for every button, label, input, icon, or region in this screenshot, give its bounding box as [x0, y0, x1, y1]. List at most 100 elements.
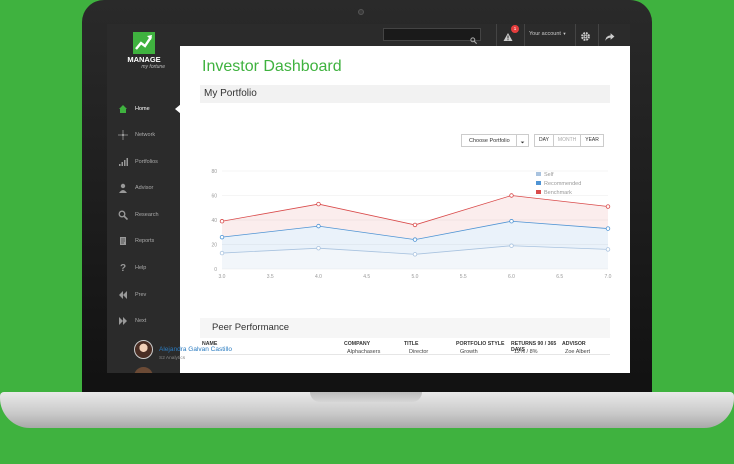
- x-tick-label: 4.5: [363, 274, 370, 280]
- active-indicator: [175, 104, 181, 114]
- cell-returns: 12% / 8%: [514, 349, 538, 355]
- search-icon: [117, 209, 129, 221]
- top-bar: 1 Your account ▼: [180, 24, 630, 46]
- sidebar-item-research[interactable]: Research: [107, 205, 180, 225]
- sidebar-item-advisor[interactable]: Advisor: [107, 178, 180, 198]
- logo-subtitle: my fortune: [141, 64, 165, 70]
- logo-arrow-icon: [133, 32, 155, 54]
- sidebar-item-network[interactable]: Network: [107, 125, 180, 145]
- area-self: [222, 245, 608, 269]
- legend-label: Benchmark: [544, 190, 572, 196]
- divider: [575, 24, 576, 46]
- divider: [524, 24, 525, 46]
- sidebar-item-next[interactable]: Next: [107, 311, 180, 331]
- legend-swatch: [536, 181, 541, 185]
- column-header-returns[interactable]: RETURNS 90 / 365 DAYS: [511, 341, 557, 353]
- x-tick-label: 7.0: [605, 274, 612, 280]
- account-menu[interactable]: Your account ▼: [529, 31, 566, 37]
- search-icon: [470, 31, 478, 49]
- sidebar-item-portfolios[interactable]: Portfolios: [107, 152, 180, 172]
- cell-advisor: Zoe Albert: [565, 349, 591, 355]
- legend-swatch: [536, 172, 541, 176]
- peer-organization: S2 Analytics: [159, 356, 186, 361]
- avatar: [134, 367, 153, 373]
- sidebar-item-prev[interactable]: Prev: [107, 285, 180, 305]
- divider: [598, 24, 599, 46]
- sidebar-item-home[interactable]: Home: [107, 99, 181, 119]
- y-tick-label: 80: [211, 169, 217, 175]
- sidebar-item-label: Reports: [135, 238, 155, 244]
- area-benchmark: [222, 195, 608, 240]
- data-point: [219, 250, 225, 256]
- network-icon: [117, 129, 129, 141]
- share-icon[interactable]: [604, 29, 615, 47]
- sidebar-item-help[interactable]: ? Help: [107, 258, 180, 278]
- dropdown-label: Choose Portfolio: [469, 138, 510, 144]
- data-point: [605, 247, 611, 252]
- period-day[interactable]: DAY: [535, 135, 554, 146]
- x-tick-label: 3.0: [219, 274, 226, 280]
- period-toggle: DAY MONTH YEAR: [534, 134, 604, 147]
- sidebar-item-label: Portfolios: [135, 159, 158, 165]
- legend-label: Self: [544, 172, 554, 178]
- y-tick-label: 60: [211, 194, 217, 200]
- app-screen: MANAGE my fortune Home Network Portfolio…: [107, 24, 630, 373]
- sidebar-item-label: Help: [135, 265, 147, 271]
- gear-icon[interactable]: [580, 29, 591, 47]
- data-point: [412, 222, 418, 228]
- sidebar-item-label: Research: [135, 212, 159, 218]
- sidebar-item-label: Next: [135, 318, 147, 324]
- y-tick-label: 0: [214, 267, 217, 273]
- section-title: My Portfolio: [204, 88, 257, 99]
- column-header-title[interactable]: TITLE: [404, 341, 419, 347]
- data-point: [316, 201, 321, 207]
- column-header-name[interactable]: NAME: [202, 341, 218, 347]
- period-month[interactable]: MONTH: [554, 135, 582, 146]
- data-point: [509, 243, 514, 248]
- portfolio-chart: 0 20 40 60 80 3.0 3.5 4.0 4.5 5.0 5.5 6.0 6.5 7.0 Self…: [211, 169, 612, 280]
- main-content: Investor Dashboard My Portfolio Choose P…: [180, 46, 630, 373]
- sidebar-item-reports[interactable]: Reports: [107, 231, 180, 251]
- data-point: [412, 237, 418, 242]
- choose-portfolio-dropdown[interactable]: Choose Portfolio: [461, 134, 529, 147]
- peer-name-link[interactable]: Alejandra Galvan Castillo: [159, 346, 232, 353]
- peer-section-header: Peer Performance: [200, 318, 610, 338]
- avatar: [134, 340, 153, 359]
- x-tick-label: 3.5: [267, 274, 274, 280]
- question-icon: ?: [119, 262, 127, 274]
- sidebar-item-label: Prev: [135, 292, 147, 298]
- document-icon: [117, 235, 129, 247]
- column-header-advisor[interactable]: ADVISOR: [562, 341, 586, 347]
- bars-icon: [117, 156, 129, 168]
- search-input[interactable]: [383, 28, 481, 45]
- column-header-portfolio-style[interactable]: PORTFOLIO STYLE: [456, 341, 505, 347]
- period-year[interactable]: YEAR: [585, 137, 599, 143]
- data-point: [509, 219, 514, 224]
- alert-icon[interactable]: [503, 29, 513, 47]
- page-title: Investor Dashboard: [202, 58, 342, 75]
- data-point: [219, 234, 225, 240]
- chevron-down-icon: ▼: [562, 31, 567, 36]
- cell-title: Director: [409, 349, 429, 355]
- cell-company: Alphachasers: [347, 349, 381, 355]
- data-point: [219, 219, 225, 224]
- double-left-icon: [117, 289, 129, 301]
- logo[interactable]: MANAGE my fortune: [123, 32, 165, 70]
- x-tick-label: 5.5: [460, 274, 467, 280]
- column-header-company[interactable]: COMPANY: [344, 341, 371, 347]
- data-point: [605, 226, 611, 231]
- y-tick-label: 40: [211, 218, 217, 224]
- chevron-down-icon: [516, 135, 528, 146]
- portfolio-section-header: My Portfolio: [200, 85, 610, 103]
- double-right-icon: [117, 315, 129, 327]
- person-icon: [117, 182, 129, 194]
- data-point: [509, 193, 514, 198]
- x-tick-label: 5.0: [412, 274, 419, 280]
- header-divider: [200, 354, 610, 355]
- sidebar-item-label: Advisor: [135, 185, 154, 191]
- x-tick-label: 6.0: [508, 274, 515, 280]
- cell-portfolio-style: Growth: [460, 349, 478, 355]
- data-point: [316, 223, 321, 229]
- camera: [358, 9, 364, 15]
- data-point: [316, 245, 321, 251]
